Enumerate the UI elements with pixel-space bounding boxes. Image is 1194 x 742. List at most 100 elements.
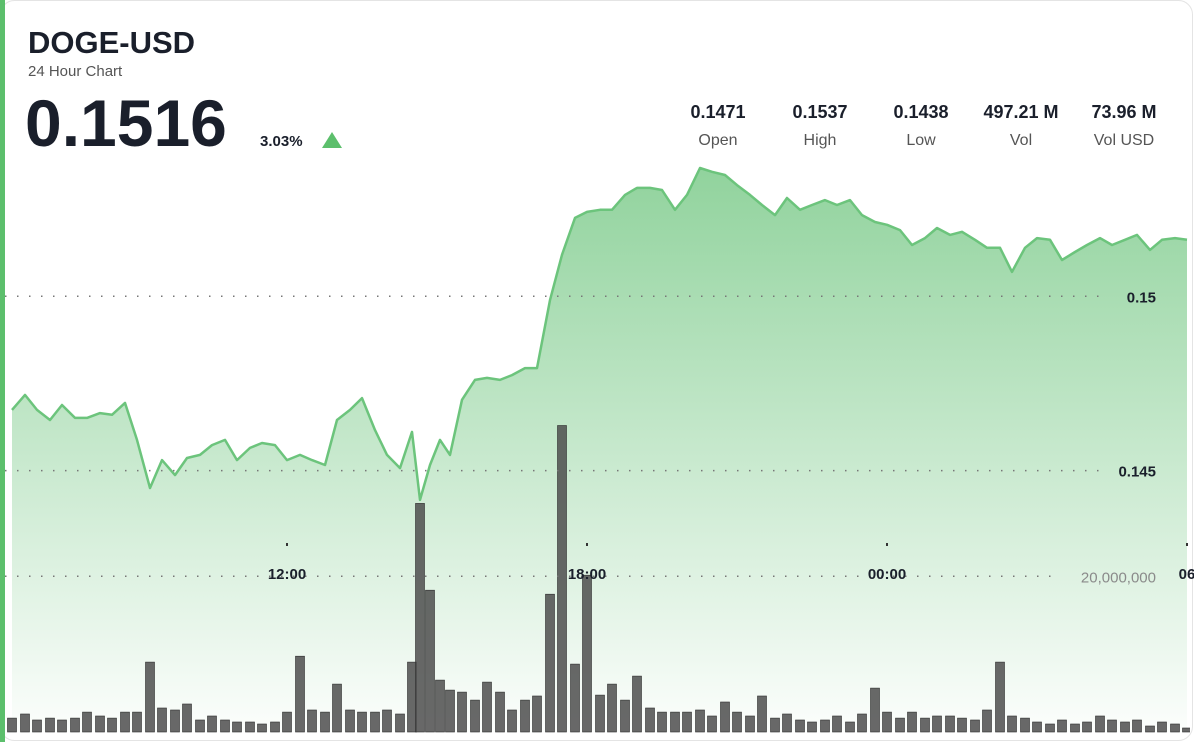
volume-bar — [1070, 723, 1080, 733]
volume-bar — [632, 675, 642, 733]
volume-bar — [482, 681, 492, 733]
stat-label: High — [804, 132, 837, 149]
accent-bar — [0, 0, 5, 742]
volume-bar — [435, 679, 445, 733]
up-arrow — [322, 132, 342, 148]
volume-bar — [157, 707, 167, 733]
volume-bar — [770, 717, 780, 733]
volume-bar — [182, 703, 192, 733]
volume-bar — [645, 707, 655, 733]
volume-bar — [1157, 721, 1167, 733]
volume-bar — [470, 699, 480, 733]
volume-bar — [607, 683, 617, 733]
volume-bar — [957, 717, 967, 733]
volume-bar — [332, 683, 342, 733]
volume-bar — [757, 695, 767, 733]
volume-bar — [745, 715, 755, 733]
x-tick-label: 12:00 — [268, 566, 306, 583]
stat-label: Open — [698, 132, 737, 149]
volume-bar — [207, 715, 217, 733]
volume-bar — [907, 711, 917, 733]
volume-bar — [1082, 721, 1092, 733]
volume-bar — [232, 721, 242, 733]
y-tick-label: 0.145 — [1118, 464, 1156, 481]
volume-bar — [720, 701, 730, 733]
volume-bar — [1020, 717, 1030, 733]
volume-bar — [357, 711, 367, 733]
volume-bar — [507, 709, 517, 733]
volume-bar — [107, 717, 117, 733]
volume-bar — [1045, 723, 1055, 733]
volume-bar — [220, 719, 230, 733]
x-tick-label: 00:00 — [868, 566, 906, 583]
subtitle: 24 Hour Chart — [28, 63, 123, 80]
symbol: DOGE-USD — [28, 25, 195, 60]
volume-bar — [170, 709, 180, 733]
volume-bar — [595, 694, 605, 733]
volume-bar — [1095, 715, 1105, 733]
volume-bar — [545, 593, 555, 733]
change: 3.03% — [260, 133, 303, 150]
volume-bar — [270, 721, 280, 733]
volume-bar — [832, 715, 842, 733]
stat-value: 0.1471 — [690, 102, 745, 122]
x-tick-label: 06 — [1179, 566, 1194, 583]
volume-bar — [45, 717, 55, 733]
volume-bar — [407, 661, 417, 733]
volume-bar — [1132, 719, 1142, 733]
volume-bar — [70, 717, 80, 733]
volume-bar — [857, 713, 867, 733]
volume-bar — [795, 719, 805, 733]
volume-bar — [932, 715, 942, 733]
volume-bar — [425, 589, 435, 733]
volume-bar — [582, 574, 592, 733]
volume-bar — [657, 711, 667, 733]
volume-bar — [820, 719, 830, 733]
volume-bar — [557, 425, 567, 733]
volume-bar — [945, 715, 955, 733]
volume-bar — [382, 709, 392, 733]
volume-bar — [870, 687, 880, 733]
volume-bar — [120, 711, 130, 733]
volume-bar — [1145, 725, 1155, 733]
stat-label: Vol USD — [1094, 132, 1154, 149]
volume-bar — [670, 711, 680, 733]
volume-bar — [1032, 721, 1042, 733]
volume-bar — [807, 721, 817, 733]
volume-bar — [782, 713, 792, 733]
volume-bar — [845, 721, 855, 733]
stat-value: 73.96 M — [1091, 102, 1156, 122]
volume-bar — [895, 717, 905, 733]
area-fill — [12, 168, 1187, 732]
stat-value: 0.1537 — [792, 102, 847, 122]
volume-bar — [245, 721, 255, 733]
price: 0.1516 — [25, 86, 227, 160]
volume-bar — [445, 689, 455, 733]
volume-bar — [195, 719, 205, 733]
volume-bar — [395, 713, 405, 733]
volume-bar — [295, 655, 305, 733]
volume-bar — [145, 661, 155, 733]
volume-bar — [132, 711, 142, 733]
volume-bar — [970, 719, 980, 733]
stat-label: Vol — [1010, 132, 1032, 149]
volume-bar — [920, 717, 930, 733]
volume-bar — [1007, 715, 1017, 733]
volume-bar — [345, 709, 355, 733]
volume-bar — [1107, 719, 1117, 733]
stat-label: Low — [906, 132, 936, 149]
stat-value: 497.21 M — [983, 102, 1058, 122]
volume-bar — [695, 709, 705, 733]
volume-bar — [682, 711, 692, 733]
volume-bar — [732, 711, 742, 733]
volume-bar — [457, 691, 467, 733]
volume-bar — [707, 715, 717, 733]
volume-bar — [415, 503, 425, 733]
volume-bar — [495, 691, 505, 733]
volume-bar — [620, 699, 630, 733]
y2-tick-label: 20,000,000 — [1081, 569, 1156, 586]
volume-bar — [1057, 719, 1067, 733]
y-tick-label: 0.15 — [1127, 289, 1156, 306]
price-line — [11, 166, 1188, 502]
